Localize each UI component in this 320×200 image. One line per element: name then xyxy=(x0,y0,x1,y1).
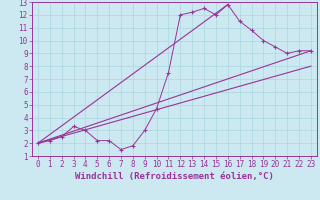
X-axis label: Windchill (Refroidissement éolien,°C): Windchill (Refroidissement éolien,°C) xyxy=(75,172,274,181)
